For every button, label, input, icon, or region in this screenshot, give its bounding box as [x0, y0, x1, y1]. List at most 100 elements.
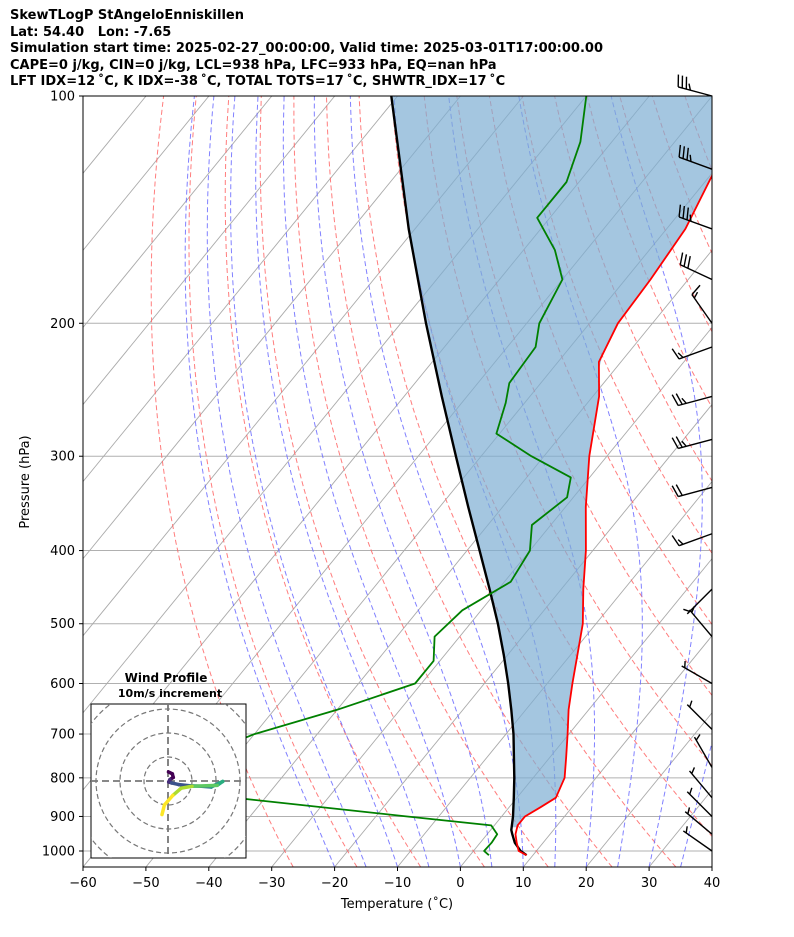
dry-adiabat-line: [783, 96, 794, 867]
x-tick-label: −60: [69, 876, 96, 891]
moist-adiabat-line: [711, 865, 712, 867]
wind-barb-feather: [685, 826, 688, 834]
moist-adiabat-line: [680, 740, 712, 867]
y-tick-label: 300: [50, 450, 75, 465]
time-line: Simulation start time: 2025-02-27_00:00:…: [10, 41, 603, 56]
x-tick-label: −40: [195, 876, 222, 891]
y-tick-label: 200: [50, 317, 75, 332]
isotherm-line: [83, 96, 210, 252]
wind-barb-feather: [683, 608, 690, 613]
wind-barb-feather: [675, 393, 683, 405]
y-tick-label: 700: [50, 728, 75, 743]
wind-barb-feather: [671, 437, 679, 449]
dry-adiabat-line: [718, 96, 794, 867]
wind-barb-feather: [688, 83, 692, 91]
wind-barb: [693, 734, 713, 768]
dry-adiabat-line: [326, 96, 613, 867]
hodograph-segment: [171, 786, 183, 798]
wind-barb: [678, 204, 713, 230]
wind-barbs: [671, 74, 713, 852]
wind-barb-feather: [686, 207, 689, 220]
wind-barb-feather: [682, 146, 686, 159]
wind-barb: [682, 826, 713, 852]
wind-barb-feather: [689, 214, 692, 222]
wind-barb-feather: [689, 154, 692, 162]
moist-adiabat-line: [518, 96, 643, 867]
moist-adiabat-line: [184, 96, 336, 867]
moist-adiabat-line: [206, 96, 367, 867]
hodograph-segment: [162, 793, 175, 807]
dry-adiabat-line: [150, 96, 294, 867]
wind-barb-feather: [691, 606, 696, 613]
x-tick-label: 20: [578, 876, 595, 891]
x-axis-label: Temperature (˚C): [340, 896, 453, 912]
dry-adiabat-line: [750, 96, 794, 867]
wind-barb-staff: [686, 588, 713, 615]
location-line: Lat: 54.40 Lon: -7.65: [10, 24, 172, 40]
wind-barb-feather: [677, 539, 684, 545]
y-tick-label: 600: [50, 677, 75, 692]
x-tick-label: −10: [384, 876, 411, 891]
wind-barb-feather: [681, 440, 687, 447]
wind-barb-feather: [687, 255, 691, 269]
dewpoint-profile-line: [154, 96, 588, 856]
wind-barb-feather: [691, 284, 701, 296]
wind-barb-staff: [678, 486, 713, 498]
x-tick-label: 30: [641, 876, 658, 891]
wind-barb-feather: [677, 352, 684, 359]
isotherm-line: [83, 96, 273, 329]
moist-adiabat-line: [313, 96, 493, 867]
wind-barb-staff: [693, 736, 713, 768]
wind-barb-feather: [691, 767, 696, 774]
wind-barb-feather: [687, 807, 691, 815]
profiles: [154, 96, 712, 857]
dry-adiabat-line: [293, 96, 549, 867]
cape-area: [391, 96, 712, 828]
wind-barb-feather: [693, 291, 699, 299]
x-tick-label: 0: [456, 876, 464, 891]
isotherm-line: [334, 403, 712, 867]
isotherm-line: [83, 96, 84, 97]
wind-barb: [688, 606, 713, 638]
wind-barb: [686, 700, 713, 730]
wind-barb-feather: [689, 700, 693, 708]
wind-barb-staff: [688, 770, 713, 799]
x-tick-label: 40: [704, 876, 721, 891]
hodograph-subtitle: 10m/s increment: [118, 687, 222, 700]
moist-adiabat-line: [230, 96, 398, 867]
wind-barb-feather: [671, 348, 680, 360]
wind-barb-feather: [678, 204, 682, 218]
dry-adiabat-line: [259, 96, 485, 867]
wind-barb-feather: [682, 206, 686, 219]
chart-header: SkewTLogP StAngeloEnniskillen Lat: 54.40…: [10, 8, 603, 91]
dry-adiabat-line: [521, 96, 712, 555]
dry-adiabat-line: [684, 96, 712, 172]
isotherm-line: [585, 712, 712, 867]
wind-barb-staff: [678, 86, 713, 97]
temperature-profile-line: [514, 173, 712, 856]
parcel-profile-line: [390, 96, 528, 857]
wind-barb: [686, 787, 713, 817]
y-tick-label: 100: [50, 90, 75, 105]
wind-barb-staff: [686, 791, 713, 817]
wind-barb-staff: [678, 346, 713, 360]
wind-barb: [688, 767, 713, 799]
wind-barb-staff: [681, 665, 713, 685]
wind-barb-staff: [678, 395, 713, 407]
dry-adiabat-line: [224, 96, 422, 867]
wind-barb: [671, 393, 713, 407]
dry-adiabat-line: [188, 96, 358, 867]
wind-barb: [671, 533, 713, 547]
wind-barb-staff: [678, 533, 713, 547]
wind-barb: [671, 346, 713, 360]
hodograph-title: Wind Profile: [125, 671, 208, 685]
wind-barb-staff: [691, 294, 713, 324]
wind-barb: [671, 484, 713, 498]
y-tick-label: 400: [50, 544, 75, 559]
isotherm-line: [397, 480, 712, 867]
wind-barb-staff: [682, 830, 713, 852]
wind-barb-feather: [675, 436, 683, 448]
wind-barb-staff: [678, 438, 713, 450]
y-tick-label: 900: [50, 810, 75, 825]
